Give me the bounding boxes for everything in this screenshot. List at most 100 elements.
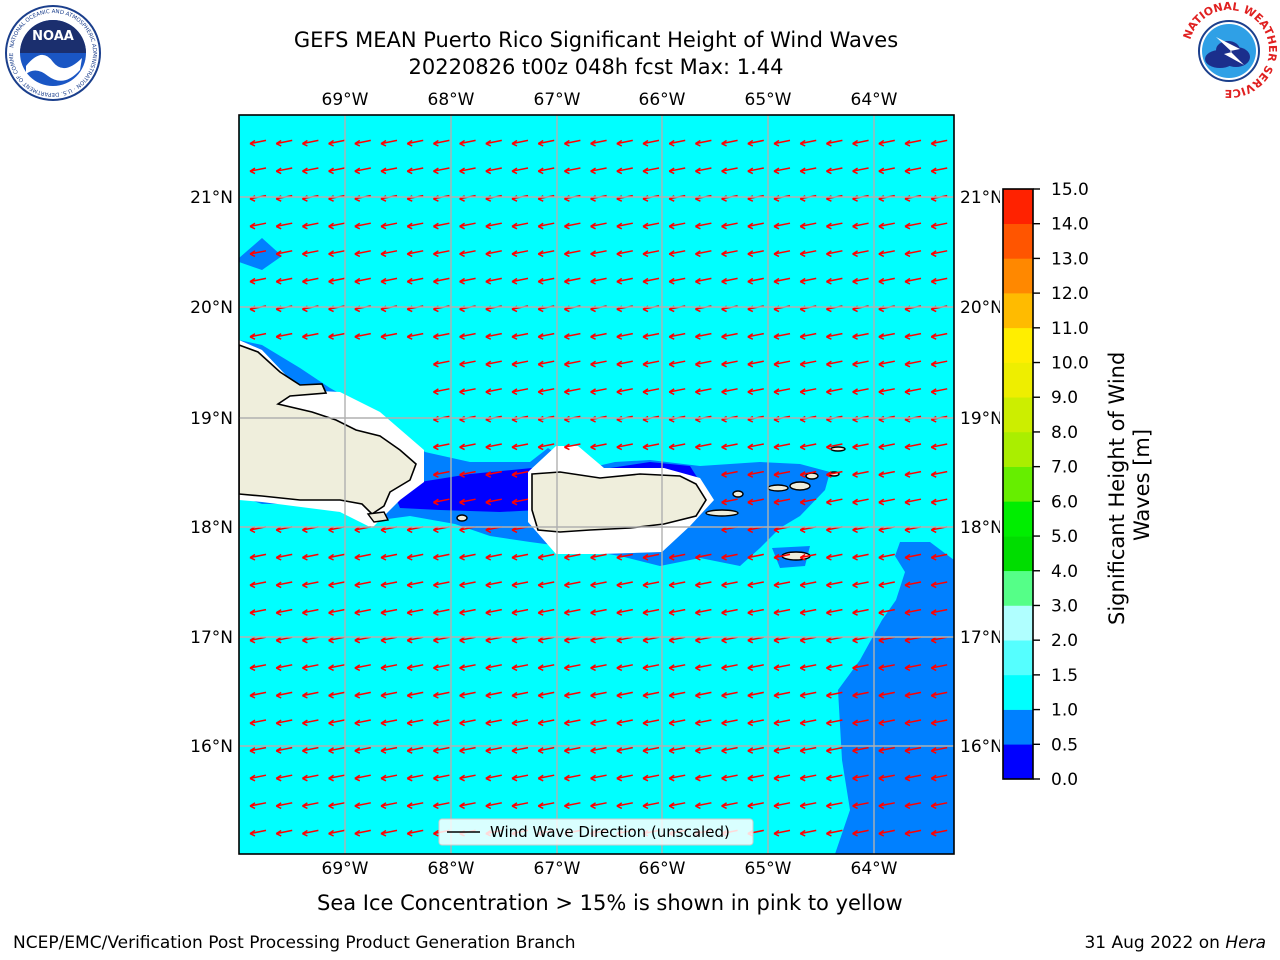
wind-arrow xyxy=(878,664,895,672)
wind-arrow xyxy=(564,664,581,672)
wind-arrow xyxy=(275,746,293,754)
wind-arrow xyxy=(459,167,476,175)
wind-arrow xyxy=(695,332,712,340)
wind-arrow xyxy=(747,443,764,451)
wind-arrow xyxy=(852,664,869,672)
wind-arrow xyxy=(616,691,633,699)
colorbar-segment xyxy=(1003,466,1033,502)
wind-arrow xyxy=(799,581,817,589)
wind-arrow xyxy=(668,719,686,727)
wind-arrow xyxy=(485,277,502,285)
colorbar-tick-label: 3.0 xyxy=(1051,596,1078,616)
wind-arrow xyxy=(878,553,895,561)
lat-label: 21°N xyxy=(190,188,233,208)
wind-arrow xyxy=(852,719,869,727)
wind-arrow xyxy=(904,664,922,672)
colorbar-segment xyxy=(1003,293,1033,329)
wind-arrow xyxy=(485,388,502,396)
wind-arrow xyxy=(302,719,319,727)
wind-arrow xyxy=(852,360,869,368)
wind-arrow xyxy=(590,360,607,368)
wind-arrow xyxy=(380,719,398,727)
wind-arrow xyxy=(354,774,371,782)
wind-arrow xyxy=(904,608,922,616)
wind-arrow xyxy=(380,802,398,810)
wind-arrow xyxy=(406,608,424,616)
wind-arrow xyxy=(930,443,948,451)
wind-arrow xyxy=(773,498,791,506)
map-legend: Wind Wave Direction (unscaled) xyxy=(438,818,754,846)
wind-arrow xyxy=(459,802,476,810)
wind-arrow xyxy=(904,388,922,396)
wind-arrow xyxy=(590,691,607,699)
wind-arrow xyxy=(354,277,371,285)
wind-arrow xyxy=(485,167,502,175)
wind-arrow xyxy=(302,581,319,589)
wind-arrow xyxy=(564,443,581,451)
wind-arrow xyxy=(773,774,791,782)
colorbar-segment xyxy=(1003,709,1033,745)
wind-arrow xyxy=(721,222,738,230)
wind-arrow xyxy=(642,691,660,699)
wind-arrow xyxy=(328,250,345,258)
wind-arrow xyxy=(799,388,817,396)
wind-arrow xyxy=(904,802,922,810)
wind-arrow xyxy=(328,167,345,175)
colorbar-segment xyxy=(1003,605,1033,641)
wind-arrow xyxy=(695,443,712,451)
wind-arrow xyxy=(904,553,922,561)
wind-arrow xyxy=(852,774,869,782)
wind-arrow xyxy=(826,470,843,478)
wind-arrow xyxy=(380,664,398,672)
wind-arrow xyxy=(721,332,738,340)
wind-arrow xyxy=(459,498,476,506)
wind-arrow xyxy=(904,691,922,699)
wind-arrow xyxy=(275,802,293,810)
wind-arrow xyxy=(537,250,555,258)
wind-arrow xyxy=(668,774,686,782)
noaa-logo: NATIONAL OCEANIC AND ATMOSPHERIC ADMINIS… xyxy=(4,4,101,101)
wind-arrow xyxy=(616,332,633,340)
colorbar-segment xyxy=(1003,744,1033,780)
wind-arrow xyxy=(878,250,895,258)
wind-arrow xyxy=(590,608,607,616)
wind-arrow xyxy=(826,746,843,754)
colorbar-tick-label: 10.0 xyxy=(1051,354,1089,374)
wind-arrow xyxy=(275,636,293,644)
wind-arrow xyxy=(249,139,267,147)
lon-label: 65°W xyxy=(745,90,792,110)
wind-arrow xyxy=(485,581,502,589)
colorbar-segment xyxy=(1003,640,1033,676)
wind-arrow xyxy=(564,250,581,258)
wind-arrow xyxy=(878,691,895,699)
wind-arrow xyxy=(590,332,607,340)
wind-arrow xyxy=(773,553,791,561)
wind-arrow xyxy=(878,470,895,478)
wind-arrow xyxy=(616,553,633,561)
wind-arrow xyxy=(747,360,764,368)
wind-arrow xyxy=(747,470,764,478)
wind-arrow xyxy=(354,608,371,616)
wind-arrow xyxy=(406,581,424,589)
wind-arrow xyxy=(852,636,869,644)
wind-arrow xyxy=(564,222,581,230)
wind-arrow xyxy=(406,774,424,782)
wind-arrow xyxy=(459,388,476,396)
wind-arrow xyxy=(826,360,843,368)
wind-arrow xyxy=(799,829,817,837)
wind-arrow xyxy=(433,470,450,478)
lat-label: 20°N xyxy=(190,298,233,318)
colorbar-segment xyxy=(1003,536,1033,572)
wind-arrow xyxy=(773,664,791,672)
colorbar-segment xyxy=(1003,501,1033,537)
wind-arrow xyxy=(275,277,293,285)
wind-arrow xyxy=(878,139,895,147)
wind-arrow xyxy=(590,167,607,175)
wind-arrow xyxy=(433,553,450,561)
wind-arrow xyxy=(747,664,764,672)
wind-arrow xyxy=(406,553,424,561)
wind-arrow xyxy=(406,664,424,672)
wind-arrow xyxy=(511,277,529,285)
wind-arrow xyxy=(511,581,529,589)
wind-arrow xyxy=(799,443,817,451)
